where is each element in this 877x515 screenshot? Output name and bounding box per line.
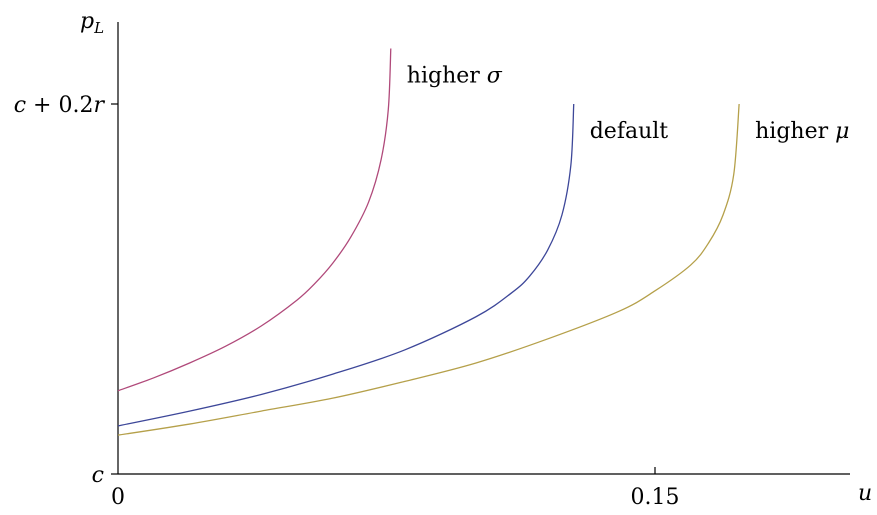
series-label-1: default [590, 119, 669, 144]
series-label-2: higher μ [755, 119, 849, 144]
y-axis-label-subscript: L [93, 19, 104, 37]
series-line-1 [117, 103, 575, 427]
series-line-2 [117, 103, 740, 436]
y-tick-label-0: c [92, 463, 104, 488]
series-group [117, 48, 740, 436]
series-label-0: higher σ [407, 64, 503, 89]
x-axis-label: u [858, 481, 872, 506]
axes [117, 22, 850, 475]
y-axis-label-main: p [80, 9, 94, 34]
series-labels: higher σ default higher μ [407, 64, 850, 145]
y-tick-label-1: c + 0.2r [14, 93, 106, 118]
x-tick-label-0: 0 [111, 485, 125, 510]
tick-group: 0 0.15 c c + 0.2r [14, 93, 680, 510]
x-tick-label-1: 0.15 [631, 485, 680, 510]
y-axis-label: pL [80, 9, 104, 37]
series-line-0 [117, 48, 392, 392]
